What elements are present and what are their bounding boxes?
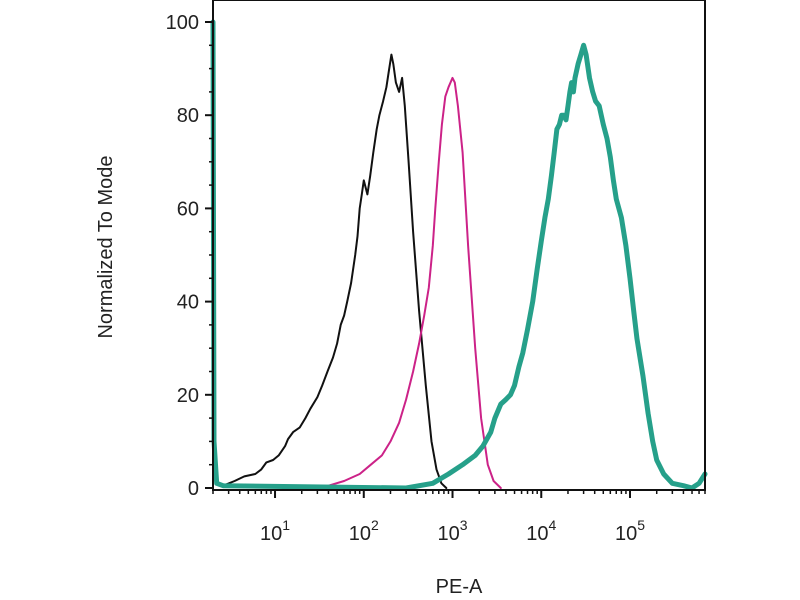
x-tick-marks: [212, 490, 706, 498]
x-tick-label: 102: [349, 517, 379, 545]
y-tick-label: 0: [188, 478, 199, 500]
x-tick-label: 105: [615, 517, 645, 545]
y-tick-label: 100: [166, 12, 199, 34]
x-tick-label: 104: [526, 517, 556, 545]
x-tick-label: 101: [260, 517, 290, 545]
y-tick-label: 60: [177, 198, 199, 220]
y-tick-label: 40: [177, 292, 199, 314]
series-line-3: [210, 19, 708, 491]
y-axis-label: Normalized To Mode: [95, 155, 117, 338]
x-tick-labels: 101 102 103 104 105: [260, 517, 645, 545]
y-tick-label: 80: [177, 105, 199, 127]
x-axis-label: PE-A: [436, 576, 483, 598]
y-tick-labels: 0 20 40 60 80 100: [166, 12, 199, 500]
y-tick-label: 20: [177, 385, 199, 407]
series-line-2: [309, 76, 502, 489]
series-line-1: [212, 21, 448, 489]
plot-frame: [212, 0, 706, 491]
x-tick-label: 103: [437, 517, 467, 545]
y-tick-marks: [205, 21, 213, 489]
series-group: [210, 19, 708, 491]
